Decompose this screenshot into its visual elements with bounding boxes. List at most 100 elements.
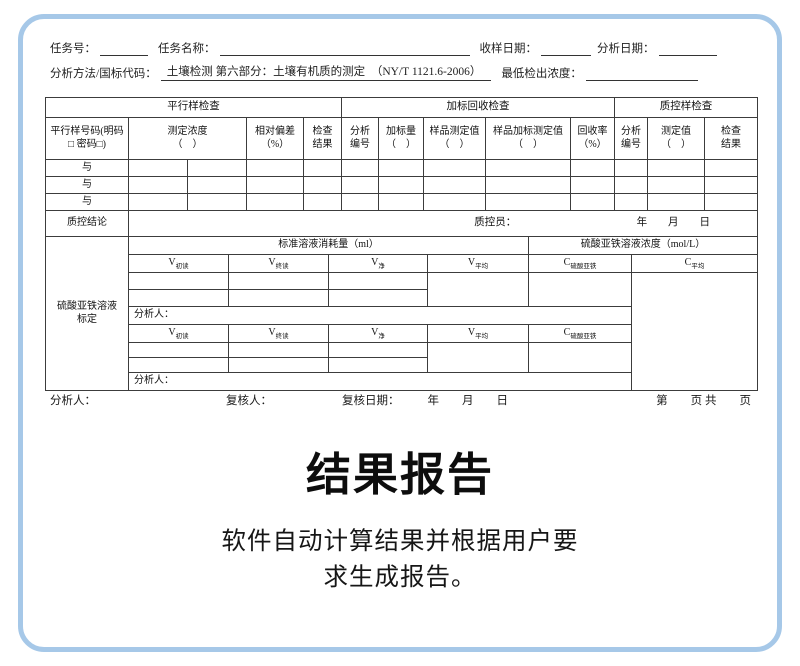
empty-cell xyxy=(485,193,571,211)
col-recovery: 回收率 （%） xyxy=(569,117,616,160)
col-measured-value: 测定值 （ ） xyxy=(647,117,706,160)
row-label: 与 xyxy=(45,159,129,177)
form-header-line1: 任务号： 任务名称： 收样日期： 分析日期： xyxy=(50,40,756,56)
footer-review-date-label: 复核日期： xyxy=(342,395,400,407)
empty-cell xyxy=(647,193,706,211)
empty-cell xyxy=(303,159,342,177)
empty-cell xyxy=(328,272,428,290)
c-feso4-header: C硫酸亚铁 xyxy=(528,324,632,343)
empty-cell xyxy=(341,193,379,211)
col-check-result: 检查 结果 xyxy=(303,117,342,160)
empty-cell xyxy=(704,159,759,177)
empty-cell xyxy=(614,193,649,211)
report-description: 软件自动计算结果并根据用户要 求生成报告。 xyxy=(221,528,579,591)
task-name-label: 任务名称： xyxy=(158,43,216,55)
qc-person-label: 质控员： xyxy=(474,217,517,229)
empty-cell xyxy=(328,357,428,373)
empty-cell xyxy=(187,176,247,194)
empty-cell xyxy=(128,357,229,373)
empty-cell xyxy=(128,159,188,177)
empty-cell xyxy=(704,176,759,194)
empty-cell xyxy=(128,289,229,307)
footer-analyst-label: 分析人： xyxy=(50,395,96,407)
c-feso4-cell xyxy=(528,342,632,373)
conclusion-row: 质控结论 质控员： 年 月 日 xyxy=(45,210,759,237)
empty-cell xyxy=(647,159,706,177)
footer-ymd-label: 年 月 日 xyxy=(427,395,509,407)
analysis-date-label: 分析日期： xyxy=(597,43,655,55)
form-header-line2: 分析方法/国标代码： 土壤检测 第六部分：土壤有机质的测定 （NY/T 1121… xyxy=(50,63,756,81)
empty-cell xyxy=(128,193,188,211)
detect-limit-label: 最低检出浓度： xyxy=(501,68,582,80)
empty-cell xyxy=(614,176,649,194)
c-feso4-header: C硫酸亚铁 xyxy=(528,254,632,273)
empty-cell xyxy=(246,159,304,177)
group-parallel-check: 平行样检查 xyxy=(45,97,342,118)
group-spike-recovery-check: 加标回收检查 xyxy=(340,97,616,118)
row-label: 与 xyxy=(45,193,129,211)
empty-cell xyxy=(341,159,379,177)
col-spiked-value: 样品加标测定值 （ ） xyxy=(485,117,571,160)
column-header-row: 平行样号码(明码□ 密码□) 测定浓度 （ ） 相对偏差 （%） 检查 结果 分… xyxy=(45,117,759,160)
analysis-date-field xyxy=(658,43,717,56)
v-net-header: V净 xyxy=(328,324,428,343)
empty-cell xyxy=(647,176,706,194)
qc-conclusion-cell: 质控员： 年 月 日 xyxy=(127,210,759,237)
empty-cell xyxy=(228,272,329,290)
analyst-label: 分析人： xyxy=(128,372,632,391)
qc-conclusion-label: 质控结论 xyxy=(45,210,129,237)
analyst-row-2: 分析人： xyxy=(46,372,758,391)
empty-cell xyxy=(303,176,342,194)
sheet-footer: 分析人： 复核人： 复核日期： 年 月 日 第 页 共 页 xyxy=(45,392,757,408)
c-average-cell xyxy=(630,272,759,391)
detect-limit-field xyxy=(585,68,698,81)
v-average-cell xyxy=(427,272,529,307)
data-row-3: 与 xyxy=(45,193,759,211)
task-name-field xyxy=(219,43,470,56)
empty-cell xyxy=(187,159,247,177)
analyst-label: 分析人： xyxy=(128,306,632,325)
empty-cell xyxy=(341,176,379,194)
empty-cell xyxy=(423,159,486,177)
calibration-header-row: 硫酸亚铁溶液 标定 标准溶液消耗量（ml） 硫酸亚铁溶液浓度（mol/L） xyxy=(45,236,759,391)
method-label: 分析方法/国标代码： xyxy=(50,68,157,80)
col-sample-value: 样品测定值 （ ） xyxy=(423,117,486,160)
empty-cell xyxy=(246,176,304,194)
col-measured-conc: 测定浓度 （ ） xyxy=(128,117,247,160)
form-header: 任务号： 任务名称： 收样日期： 分析日期： 分析方法/国标代码： 土壤检测 第… xyxy=(50,40,756,81)
empty-cell xyxy=(128,272,229,290)
empty-cell xyxy=(485,176,571,194)
empty-cell xyxy=(485,159,571,177)
group-header-row: 平行样检查 加标回收检查 质控样检查 xyxy=(45,97,759,118)
task-no-label: 任务号： xyxy=(50,43,96,55)
consumption-header: 标准溶液消耗量（ml） xyxy=(128,236,529,255)
qc-check-table: 平行样检查 加标回收检查 质控样检查 平行样号码(明码□ 密码□) 测定浓度 （… xyxy=(45,97,759,237)
empty-cell xyxy=(569,176,616,194)
footer-reviewer-label: 复核人： xyxy=(226,395,272,407)
v-average-cell xyxy=(427,342,529,373)
empty-cell xyxy=(228,342,329,358)
col-relative-dev: 相对偏差 （%） xyxy=(246,117,304,160)
group-qc-sample-check: 质控样检查 xyxy=(614,97,759,118)
empty-cell xyxy=(378,176,424,194)
task-no-field xyxy=(100,43,148,56)
col-check-result2: 检查 结果 xyxy=(704,117,759,160)
empty-cell xyxy=(228,357,329,373)
col-spike-amount: 加标量 （ ） xyxy=(378,117,424,160)
empty-cell xyxy=(246,193,304,211)
data-row-1: 与 xyxy=(45,159,759,177)
empty-cell xyxy=(569,159,616,177)
v-final-header: V终读 xyxy=(228,324,329,343)
empty-cell xyxy=(328,342,428,358)
empty-cell xyxy=(303,193,342,211)
concentration-header: 硫酸亚铁溶液浓度（mol/L） xyxy=(527,236,759,255)
receive-date-field xyxy=(541,43,591,56)
v-net-header: V净 xyxy=(328,254,428,273)
data-row-2: 与 xyxy=(45,176,759,194)
calibration-section-label: 硫酸亚铁溶液 标定 xyxy=(45,236,129,391)
col-analysis-no: 分析 编号 xyxy=(341,117,379,160)
calibration-data-row xyxy=(46,357,758,373)
c-average-header: C平均 xyxy=(630,254,759,273)
v-average-header: V平均 xyxy=(427,324,529,343)
col-parallel-code: 平行样号码(明码□ 密码□) xyxy=(45,117,129,160)
